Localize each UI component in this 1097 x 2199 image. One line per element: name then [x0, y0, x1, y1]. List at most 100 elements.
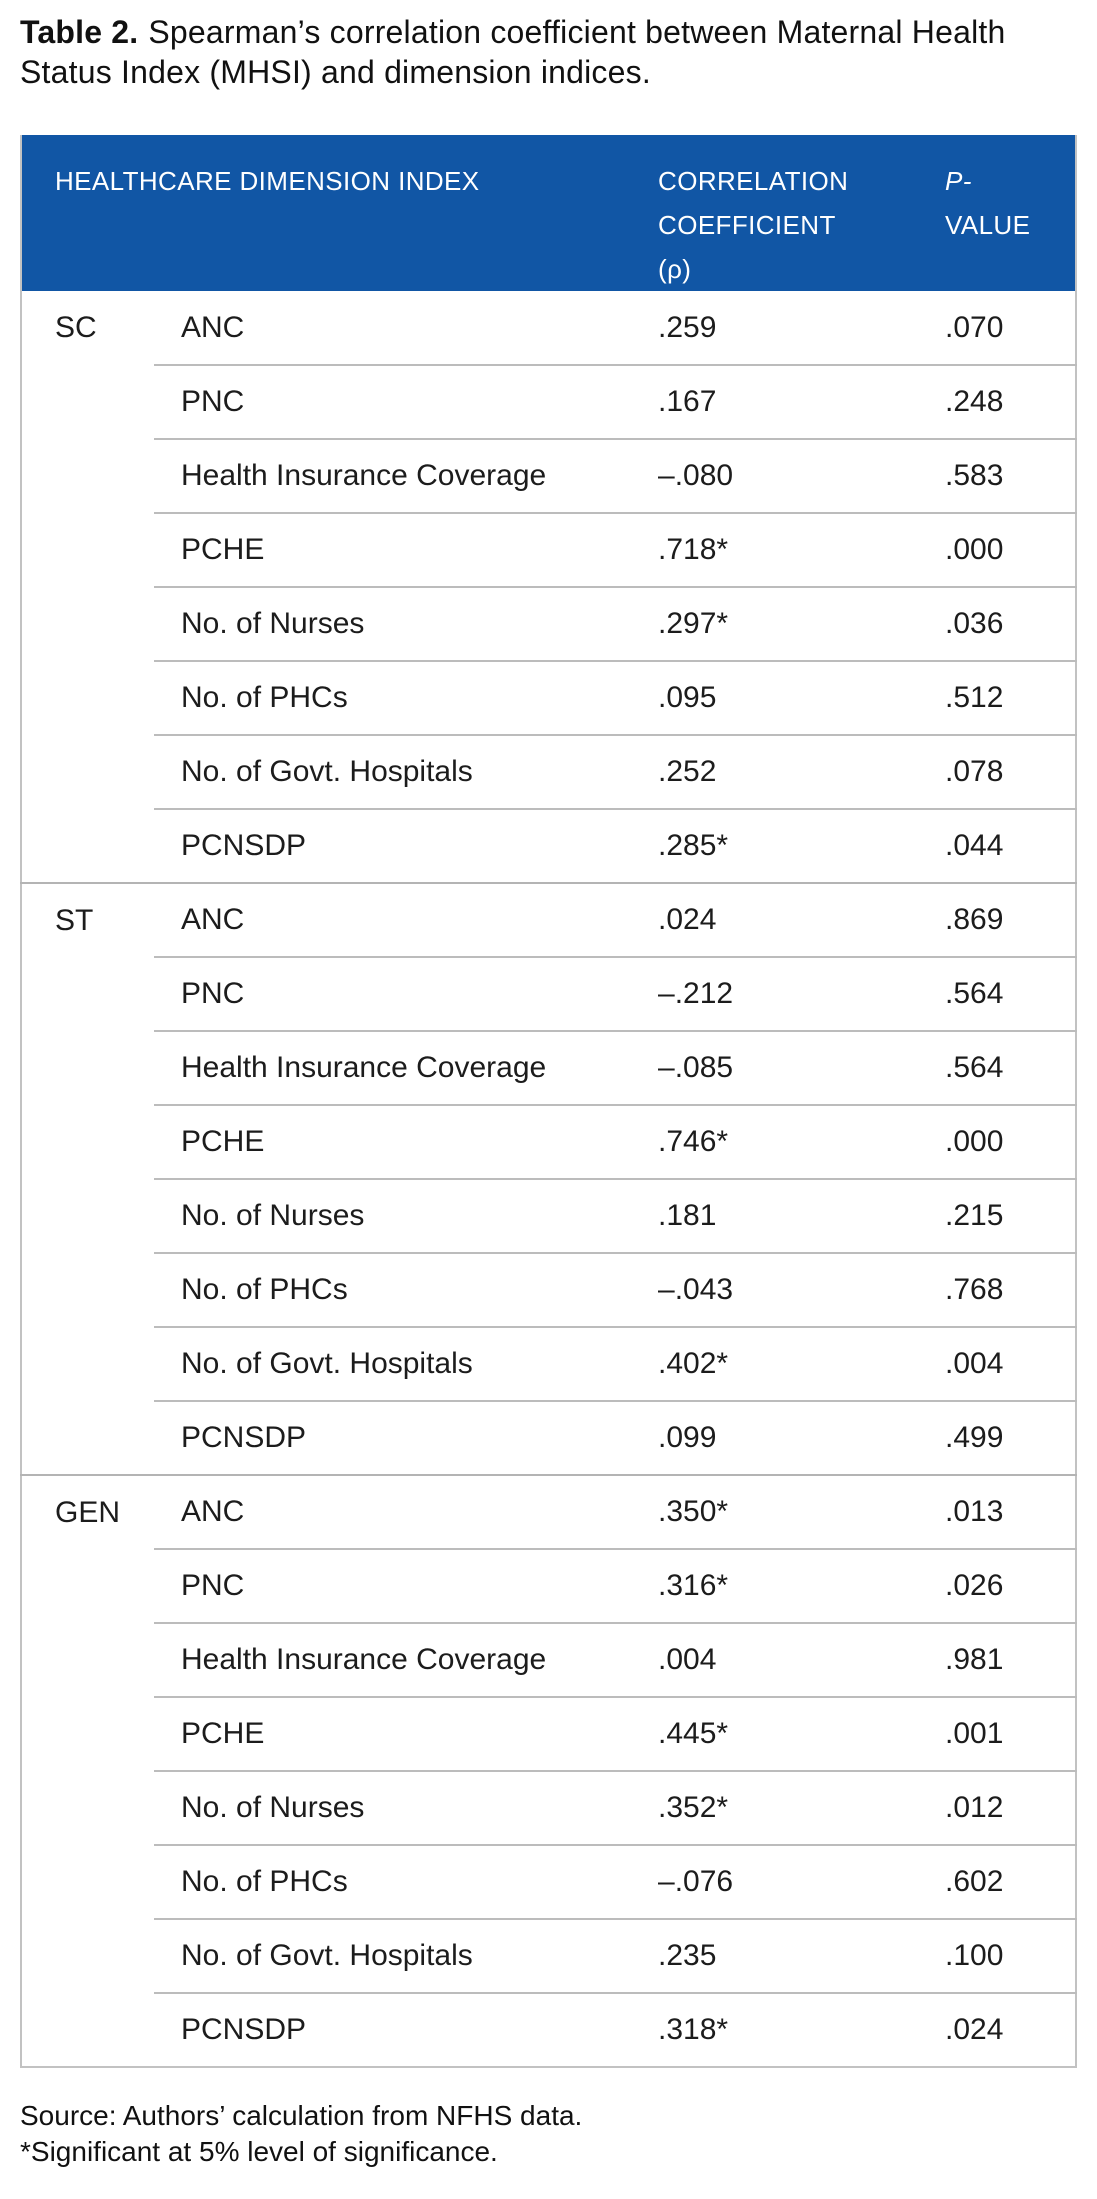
p-value-cell: .583 [918, 438, 1077, 513]
coefficient-cell: –.212 [634, 956, 919, 1031]
dimension-cell: No. of PHCs [154, 660, 635, 735]
table-row: No. of PHCs .095.512 [21, 660, 1077, 735]
header-correlation-line2: COEFFICIENT [658, 210, 836, 240]
header-p-value: P- VALUE [918, 135, 1077, 291]
table-row: No. of Nurses .297* .036 [21, 586, 1077, 661]
dimension-cell: Health Insurance Coverage [154, 1030, 635, 1105]
group-label: GEN [21, 1474, 154, 2067]
coefficient-cell: .259 [658, 310, 717, 344]
p-value-cell: .078 [918, 734, 1077, 809]
table-row: PCNSDP .285* .044 [21, 808, 1077, 883]
coefficient-cell: .095 [634, 660, 919, 735]
dimension-cell: No. of Govt. Hospitals [154, 734, 635, 809]
table-row: PNC .316* .026 [21, 1548, 1077, 1623]
dimension-cell: No. of Nurses [154, 586, 635, 661]
table-row: No. of PHCs –.043.768 [21, 1252, 1077, 1327]
p-value-cell: .602 [918, 1844, 1077, 1919]
dimension-cell: Health Insurance Coverage [154, 438, 635, 513]
dimension-cell: PCNSDP [154, 1400, 635, 1475]
p-value-cell: .768 [918, 1252, 1077, 1327]
table-row: GEN ANC .350* .013 [21, 1474, 1077, 2067]
header-correlation-rho: (ρ) [658, 254, 692, 284]
dimension-cell: No. of Nurses [154, 1770, 635, 1845]
table-row: No. of Govt. Hospitals .252.078 [21, 734, 1077, 809]
coefficient-cell: –.076 [634, 1844, 919, 1919]
dimension-cell: No. of Govt. Hospitals [154, 1326, 635, 1401]
table-row: ST ANC .024.869 [21, 882, 1077, 1475]
coefficient-cell: .297* [634, 586, 919, 661]
header-correlation-coefficient: CORRELATION COEFFICIENT (ρ) [634, 135, 919, 291]
coefficient-cell: .252 [634, 734, 919, 809]
table-body: SC ANC .259.070 PNC .167.248 Health Insurance… [21, 291, 1077, 2067]
p-value-cell: .070 [945, 310, 1004, 344]
dimension-cell: PCHE [154, 1104, 635, 1179]
p-value-cell: .026 [918, 1548, 1077, 1623]
group-label: SC [55, 311, 97, 344]
coefficient-cell: .024 [634, 882, 919, 957]
p-value-cell: .004 [918, 1326, 1077, 1401]
dimension-cell: PNC [154, 364, 635, 439]
table-row: PNC –.212.564 [21, 956, 1077, 1031]
table-row: PCHE .718* .000 [21, 512, 1077, 587]
coefficient-cell: .004 [634, 1622, 919, 1697]
coefficient-cell: .350* [634, 1474, 919, 1549]
coefficient-cell: .099 [634, 1400, 919, 1475]
p-value-cell: .248 [918, 364, 1077, 439]
header-dimension-index: HEALTHCARE DIMENSION INDEX [21, 135, 635, 291]
dimension-cell: PNC [154, 956, 635, 1031]
table-row: PCHE .746* .000 [21, 1104, 1077, 1179]
dimension-cell: No. of PHCs [154, 1252, 635, 1327]
dimension-cell: No. of Nurses [154, 1178, 635, 1253]
table-row: No. of Nurses .181.215 [21, 1178, 1077, 1253]
table-row: No. of Nurses .352* .012 [21, 1770, 1077, 1845]
coefficient-cell: .445* [634, 1696, 919, 1771]
table-caption: Table 2. Spearman’s correlation coefficie… [20, 12, 1068, 92]
dimension-cell: No. of Govt. Hospitals [154, 1918, 635, 1993]
p-value-cell: .013 [918, 1474, 1077, 1549]
p-value-cell: .001 [918, 1696, 1077, 1771]
p-value-cell: .012 [918, 1770, 1077, 1845]
coefficient-cell: –.043 [634, 1252, 919, 1327]
p-value-cell: .000 [918, 1104, 1077, 1179]
p-value-cell: .036 [918, 586, 1077, 661]
table-header: HEALTHCARE DIMENSION INDEX CORRELATION C… [21, 135, 1077, 291]
table-row: No. of PHCs –.076.602 [21, 1844, 1077, 1919]
header-p-value-line1: P- [945, 166, 972, 196]
coefficient-cell: –.085 [634, 1030, 919, 1105]
coefficient-cell: .235 [634, 1918, 919, 1993]
p-value-cell: .024 [918, 1992, 1077, 2067]
table-row: Health Insurance Coverage –.080.583 [21, 438, 1077, 513]
dimension-cell: ANC [154, 882, 635, 957]
coefficient-cell: .402* [634, 1326, 919, 1401]
table-row: PCHE .445* .001 [21, 1696, 1077, 1771]
footnote-significance: *Significant at 5% level of significance… [20, 2136, 498, 2167]
coefficient-cell: .718* [634, 512, 919, 587]
coefficient-cell: .167 [634, 364, 919, 439]
table-row: Health Insurance Coverage –.085.564 [21, 1030, 1077, 1105]
p-value-cell: .512 [918, 660, 1077, 735]
dimension-cell: PCHE [154, 512, 635, 587]
dimension-cell: PNC [154, 1548, 635, 1623]
dimension-cell: ANC [154, 1474, 635, 1549]
table-caption-text: Spearman’s correlation coefficient betwe… [20, 14, 1006, 90]
table-row: PNC .167.248 [21, 364, 1077, 439]
coefficient-cell: .352* [634, 1770, 919, 1845]
table-caption-number: Table 2. [20, 14, 139, 50]
p-value-cell: .981 [918, 1622, 1077, 1697]
dimension-cell: PCNSDP [154, 808, 635, 883]
dimension-cell: No. of PHCs [154, 1844, 635, 1919]
p-value-cell: .869 [918, 882, 1077, 957]
footnotes: Source: Authors’ calculation from NFHS d… [20, 2098, 582, 2170]
p-value-cell: .000 [918, 512, 1077, 587]
dimension-cell: ANC [181, 310, 245, 344]
coefficient-cell: .746* [634, 1104, 919, 1179]
group-label: ST [21, 882, 154, 1475]
coefficient-cell: .318* [634, 1992, 919, 2067]
table-row: PCNSDP .318* .024 [21, 1992, 1077, 2067]
footnote-source: Source: Authors’ calculation from NFHS d… [20, 2100, 583, 2131]
header-correlation-line1: CORRELATION [658, 166, 849, 196]
coefficient-cell: .181 [634, 1178, 919, 1253]
dimension-cell: PCNSDP [154, 1992, 635, 2067]
header-dimension-label: HEALTHCARE DIMENSION INDEX [55, 166, 480, 196]
p-value-cell: .564 [918, 956, 1077, 1031]
